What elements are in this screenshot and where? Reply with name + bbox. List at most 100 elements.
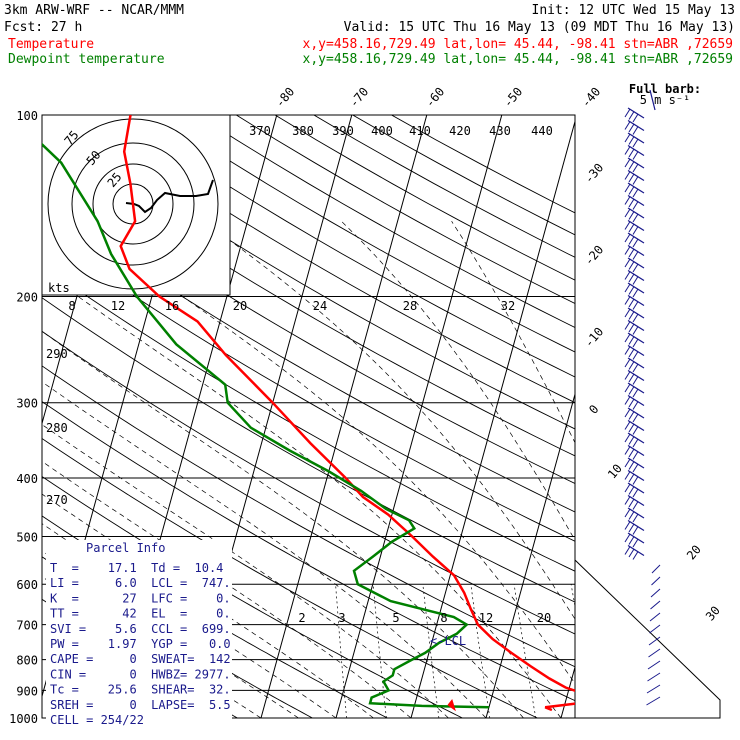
wind-barbs (624, 89, 661, 706)
wind-barb-flag (624, 421, 631, 430)
mixing-ratio-tick-label: 20 (537, 611, 551, 625)
parcel-info-row: SREH = 0 LAPSE= 5.5 (50, 698, 231, 712)
pressure-tick-label: 100 (16, 109, 38, 123)
wind-barb-flag (632, 338, 639, 348)
wind-barb (650, 600, 661, 610)
wind-barb-flag (632, 201, 639, 210)
moist-adiabat-line (76, 220, 575, 685)
wind-barb-flag (624, 208, 631, 218)
wind-barb (627, 344, 645, 357)
theta-tick-label: 420 (449, 124, 471, 138)
mixing-ratio-tick-label: 12 (111, 299, 125, 313)
wind-barb-flag (632, 251, 639, 260)
wind-barb-flag (628, 398, 635, 408)
wind-barb-flag (632, 363, 639, 373)
wind-barb-flag (624, 283, 631, 293)
dry-adiabat-line (80, 115, 575, 404)
wind-barb-flag (624, 308, 631, 318)
dewpoint-location-info: x,y=458.16,729.49 lat,lon= 45.44, -98.41… (303, 52, 733, 67)
theta-e-tick-label: 280 (46, 421, 68, 435)
isotherm-line (632, 115, 740, 731)
forecast-hour: Fcst: 27 h (4, 20, 82, 35)
mixing-ratio-line (422, 584, 440, 718)
parcel-info-rows: T = 17.1 Td = 10.4LI = 6.0 LCL = 747.K =… (50, 561, 231, 727)
wind-barb (627, 469, 645, 482)
wind-barb-flag (632, 438, 639, 448)
wind-barb-flag (624, 546, 631, 555)
wind-barb-flag (624, 396, 631, 405)
hodograph-units: kts (48, 281, 70, 295)
wind-barb (627, 144, 645, 157)
pressure-tick-label: 400 (16, 472, 38, 486)
full-barb-label: Full barb: (629, 82, 701, 96)
dry-adiabat-line (352, 115, 575, 236)
wind-barb-flag (632, 476, 639, 485)
wind-barb (627, 132, 645, 144)
wind-barb-flag (624, 321, 631, 330)
wind-barb-flag (632, 488, 639, 498)
wind-barb-flag (628, 111, 635, 120)
parcel-info-title: Parcel Info (86, 541, 165, 555)
mixing-ratio-tick-label: 8 (68, 299, 75, 313)
wind-barb-flag (628, 411, 635, 420)
wind-barb (627, 219, 645, 232)
wind-barb-flag (628, 473, 635, 483)
wind-barb-flag (628, 373, 635, 383)
dewpoint-legend: Dewpoint temperature (8, 52, 165, 67)
wind-barb (627, 107, 645, 119)
wind-barb-flag (628, 136, 635, 145)
wind-barb-flag (628, 361, 635, 370)
wind-barb-flag (624, 521, 631, 530)
wind-barb-flag (628, 348, 635, 358)
wind-barb-flag (632, 526, 639, 535)
isotherm-tick-label: -40 (579, 85, 604, 111)
theta-tick-label: 440 (531, 124, 553, 138)
wind-barb-flag (628, 486, 635, 495)
wind-barb-legend (649, 89, 656, 111)
wind-barb-flag (624, 158, 631, 168)
wind-barb-flag (624, 371, 631, 380)
dewpoint-profile (42, 142, 489, 709)
valid-time: Valid: 15 UTC Thu 16 May 13 (09 MDT Thu … (344, 20, 735, 35)
wind-barb (627, 394, 645, 407)
wind-barb-flag (632, 426, 639, 435)
moist-adiabat-line (451, 221, 575, 444)
wind-barb (627, 169, 645, 182)
wind-barb-flag (624, 221, 631, 230)
wind-barb-flag (628, 248, 635, 258)
wind-barb-flag (624, 458, 631, 468)
moist-adiabat-line (203, 220, 575, 620)
isotherm-tick-label: -60 (423, 85, 448, 111)
wind-barb-flag (624, 471, 631, 480)
wind-barb-flag (632, 126, 639, 135)
wind-barb-flag (624, 271, 631, 280)
wind-barb-flag (628, 423, 635, 433)
wind-barb (648, 636, 661, 646)
profile-series (42, 115, 575, 712)
wind-barb-flag (624, 233, 631, 243)
surface-temperature-marker (447, 698, 456, 712)
wind-barb-flag (628, 323, 635, 333)
wind-barb-flag (628, 511, 635, 520)
wind-barb-flag (624, 133, 631, 143)
dry-adiabat-line (42, 264, 575, 572)
wind-barb-flag (632, 326, 639, 335)
moist-adiabat-line (42, 493, 374, 718)
wind-barb-flag (628, 261, 635, 270)
isotherm-tick-label: -20 (582, 243, 607, 269)
isotherm-tick-label: -10 (582, 325, 607, 351)
temperature-legend: Temperature (8, 37, 94, 52)
wind-barb-flag (624, 496, 631, 505)
wind-barb-flag (628, 311, 635, 320)
wind-barb-flag (628, 236, 635, 245)
wind-barb-flag (628, 198, 635, 208)
mixing-ratio-tick-label: 24 (313, 299, 327, 313)
wind-barb (646, 684, 661, 694)
wind-barb (627, 407, 645, 419)
wind-barb-flag (628, 536, 635, 545)
wind-barb (627, 194, 645, 207)
wind-barb-flag (632, 163, 639, 173)
